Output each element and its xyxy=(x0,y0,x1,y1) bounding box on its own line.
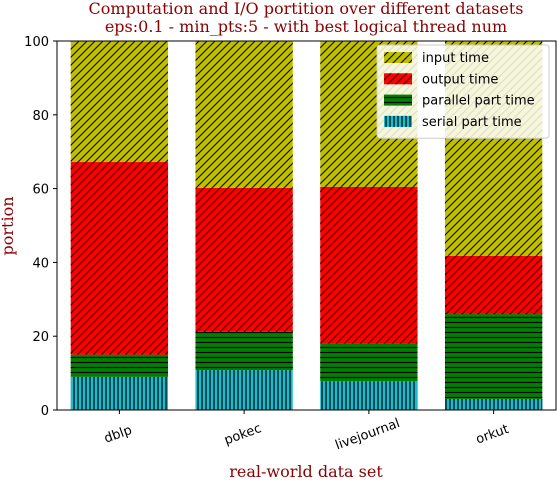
legend-swatch-hatch xyxy=(384,94,412,106)
bar-orkut-parallel-part-time-hatch xyxy=(444,314,543,399)
legend-label: output time xyxy=(422,72,498,87)
bar-livejournal-output-time xyxy=(320,186,418,344)
legend-item-output-time: output time xyxy=(384,72,498,87)
bar-livejournal-parallel-part-time xyxy=(320,343,418,382)
y-tick-label: 100 xyxy=(24,35,49,50)
bar-livejournal-serial-part-time xyxy=(320,381,418,410)
bar-pokec-input-time-hatch xyxy=(195,41,293,188)
bar-orkut-parallel-part-time xyxy=(444,314,543,399)
legend-item-parallel-part-time: parallel part time xyxy=(384,94,535,109)
y-tick-label: 0 xyxy=(41,404,49,419)
chart-title: Computation and I/O portition over diffe… xyxy=(89,0,524,18)
legend-swatch-hatch xyxy=(384,73,412,85)
x-tick-label-livejournal: livejournal xyxy=(333,416,402,453)
bar-dblp-serial-part-time xyxy=(70,376,169,410)
bar-dblp-output-time-hatch xyxy=(70,162,169,355)
chart-subtitle: eps:0.1 - min_pts:5 - with best logical … xyxy=(105,17,507,36)
bar-dblp-parallel-part-time-hatch xyxy=(70,354,169,377)
legend-label: parallel part time xyxy=(422,94,535,109)
plot-frame xyxy=(56,40,557,411)
bar-dblp-output-time xyxy=(70,162,169,355)
y-axis: 0 20 40 60 80 100 xyxy=(24,35,57,419)
bar-livejournal-output-time-hatch xyxy=(320,186,418,344)
x-tick-label-dblp: dblp xyxy=(102,423,134,447)
x-tick-label-orkut: orkut xyxy=(474,422,511,448)
bar-pokec-serial-part-time xyxy=(195,370,293,410)
bar-livejournal-serial-part-time-hatch xyxy=(320,381,418,410)
bar-orkut-serial-part-time xyxy=(444,398,543,410)
bar-pokec-serial-part-time-hatch xyxy=(195,370,293,410)
bar-dblp-parallel-part-time xyxy=(70,354,169,377)
bar-livejournal-parallel-part-time-hatch xyxy=(320,343,418,382)
y-tick-label: 40 xyxy=(32,256,49,271)
bar-pokec-parallel-part-time xyxy=(195,331,293,371)
y-tick-label: 80 xyxy=(32,109,49,124)
bar-dblp-input-time xyxy=(70,41,169,163)
legend-label: input time xyxy=(422,51,489,66)
bar-pokec-output-time xyxy=(195,187,293,332)
bar-dblp-serial-part-time-hatch xyxy=(70,376,169,410)
y-axis-label: portion xyxy=(0,196,17,255)
legend-frame xyxy=(376,44,550,139)
legend-swatch-hatch xyxy=(384,115,412,127)
x-tick-label-pokec: pokec xyxy=(222,421,263,448)
y-tick-label: 60 xyxy=(32,183,49,198)
bar-pokec-output-time-hatch xyxy=(195,187,293,332)
legend-swatch-hatch xyxy=(384,52,412,63)
legend-item-serial-part-time: serial part time xyxy=(384,115,522,130)
x-axis: dblp pokec livejournal orkut xyxy=(102,410,511,453)
y-tick-label: 20 xyxy=(32,330,49,345)
bars-layer xyxy=(70,41,543,410)
legend: input time output time parallel part time s… xyxy=(376,44,550,139)
bar-orkut-output-time-hatch xyxy=(444,255,543,315)
bar-orkut-serial-part-time-hatch xyxy=(444,398,543,410)
legend-label: serial part time xyxy=(422,115,522,130)
legend-item-input-time: input time xyxy=(384,51,489,66)
bar-pokec-input-time xyxy=(195,41,293,188)
x-axis-label: real-world data set xyxy=(229,462,383,480)
bar-orkut-output-time xyxy=(444,255,543,315)
bar-pokec-parallel-part-time-hatch xyxy=(195,331,293,371)
bar-dblp-input-time-hatch xyxy=(70,41,169,163)
